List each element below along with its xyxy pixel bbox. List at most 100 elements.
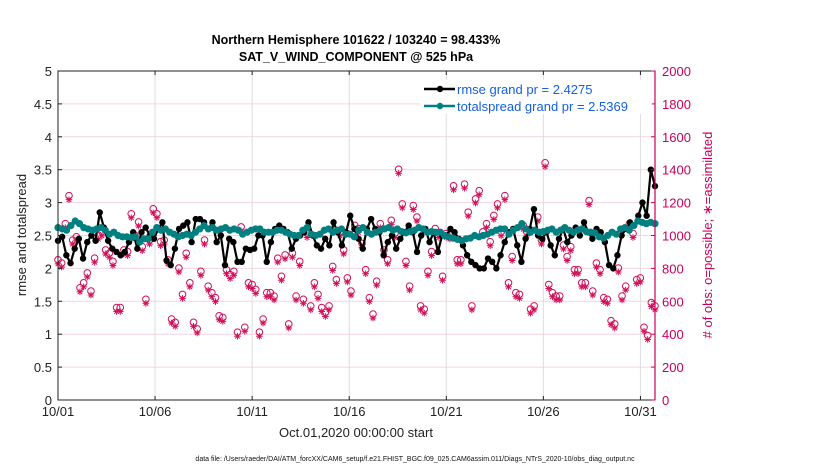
rmse-point: [317, 245, 325, 252]
obs-assimilated-marker: [99, 233, 105, 239]
obs-assimilated-marker: [487, 243, 493, 249]
obs-assimilated-marker: [216, 317, 222, 323]
rmse-point: [330, 219, 337, 226]
obs-assimilated-marker: [330, 267, 336, 274]
obs-assimilated-marker: [91, 259, 98, 265]
obs-assimilated-marker: [637, 279, 644, 285]
rmse-point: [518, 258, 525, 266]
obs-point: [365, 293, 374, 305]
obs-point: [541, 158, 549, 171]
obs-point: [339, 246, 348, 258]
y-tick-label: 4: [45, 130, 52, 145]
obs-assimilated-marker: [172, 323, 178, 329]
y-axis-label: rmse and totalspread: [14, 174, 29, 296]
obs-assimilated-marker: [439, 277, 446, 283]
obs-point: [383, 256, 392, 268]
totalspread-point: [144, 235, 152, 243]
totalspread-point: [294, 231, 303, 240]
rmse-point: [539, 235, 546, 242]
rmse-point: [388, 232, 396, 239]
obs-assimilated-marker: [187, 284, 193, 290]
obs-point: [211, 293, 220, 305]
obs-point: [273, 254, 282, 266]
rmse-point: [230, 238, 237, 246]
legend-rmse-label: rmse grand pr = 2.4275: [457, 82, 593, 97]
y-tick-label: 5: [45, 64, 52, 79]
x-axis: 10/01 10/06 10/11 10/16 10/21 10/26 10/31: [42, 71, 657, 419]
rmse-point: [643, 212, 650, 219]
obs-assimilated-marker: [399, 205, 405, 211]
obs-point: [577, 279, 586, 291]
obs-assimilated-marker: [542, 164, 548, 170]
obs-point: [277, 272, 286, 284]
y-axis-left: 0 0.5 1 1.5 2 2.5 3 3.5 4 4.5 5: [34, 64, 62, 408]
obs-assimilated-marker: [260, 320, 266, 326]
rmse-point: [367, 215, 375, 223]
x-tick-label: 10/16: [333, 404, 366, 419]
rmse-point: [288, 245, 295, 252]
obs-assimilated-marker: [531, 307, 537, 313]
rmse-point: [138, 229, 145, 236]
obs-assimilated-marker: [641, 328, 647, 334]
rmse-point: [618, 232, 625, 239]
rmse-point: [397, 235, 404, 242]
y-tick-label: 4.5: [34, 97, 52, 112]
obs-point: [127, 209, 136, 222]
obs-assimilated-marker: [498, 233, 504, 239]
obs-point: [182, 249, 190, 261]
obs-point: [493, 200, 502, 212]
rmse-point: [434, 248, 442, 256]
obs-point: [460, 180, 469, 192]
rmse-point: [267, 238, 275, 246]
obs-assimilated-marker: [179, 295, 186, 302]
obs-point: [251, 285, 260, 297]
obs-point: [610, 320, 619, 332]
obs-assimilated-marker: [231, 272, 237, 278]
obs-assimilated-marker: [212, 299, 219, 305]
obs-point: [636, 274, 645, 286]
obs-point: [240, 323, 249, 335]
rmse-point: [426, 238, 433, 246]
totalspread-point: [67, 222, 75, 230]
totalspread-point: [359, 224, 367, 232]
obs-assimilated-marker: [582, 284, 589, 290]
obs-assimilated-marker: [483, 224, 490, 231]
rmse-point: [167, 261, 174, 269]
obs-assimilated-marker: [494, 205, 501, 211]
obs-point: [175, 264, 183, 276]
obs-point: [482, 219, 491, 231]
obs-assimilated-marker: [143, 300, 149, 306]
obs-assimilated-marker: [275, 259, 281, 265]
obs-point: [343, 274, 352, 286]
obs-assimilated-marker: [469, 307, 475, 313]
obs-assimilated-marker: [77, 289, 83, 295]
obs-assimilated-marker: [472, 200, 479, 206]
obs-point: [530, 302, 538, 314]
obs-assimilated-marker: [289, 254, 296, 260]
obs-assimilated-marker: [461, 185, 468, 191]
rmse-point: [580, 219, 588, 226]
obs-point: [372, 277, 381, 289]
obs-point: [65, 191, 73, 203]
obs-point: [486, 237, 494, 250]
obs-point: [134, 218, 143, 230]
y2-tick-label: 1000: [662, 229, 691, 244]
obs-assimilated-marker: [645, 336, 651, 343]
rmse-point: [142, 224, 149, 231]
rmse-point: [547, 242, 554, 249]
obs-point: [325, 302, 333, 314]
obs-assimilated-marker: [366, 299, 372, 305]
obs-point: [471, 195, 480, 207]
obs-assimilated-marker: [414, 218, 420, 224]
obs-assimilated-marker: [564, 257, 570, 264]
rmse-point: [501, 238, 508, 246]
rmse-point: [610, 265, 617, 272]
y2-tick-label: 400: [662, 327, 684, 342]
obs-assimilated-marker: [106, 254, 112, 260]
legend-box: [420, 80, 652, 114]
rmse-point: [67, 259, 74, 267]
rmse-point: [480, 265, 488, 272]
totalspread-point: [148, 228, 157, 236]
obs-point: [427, 247, 436, 259]
obs-assimilated-marker: [586, 201, 592, 208]
